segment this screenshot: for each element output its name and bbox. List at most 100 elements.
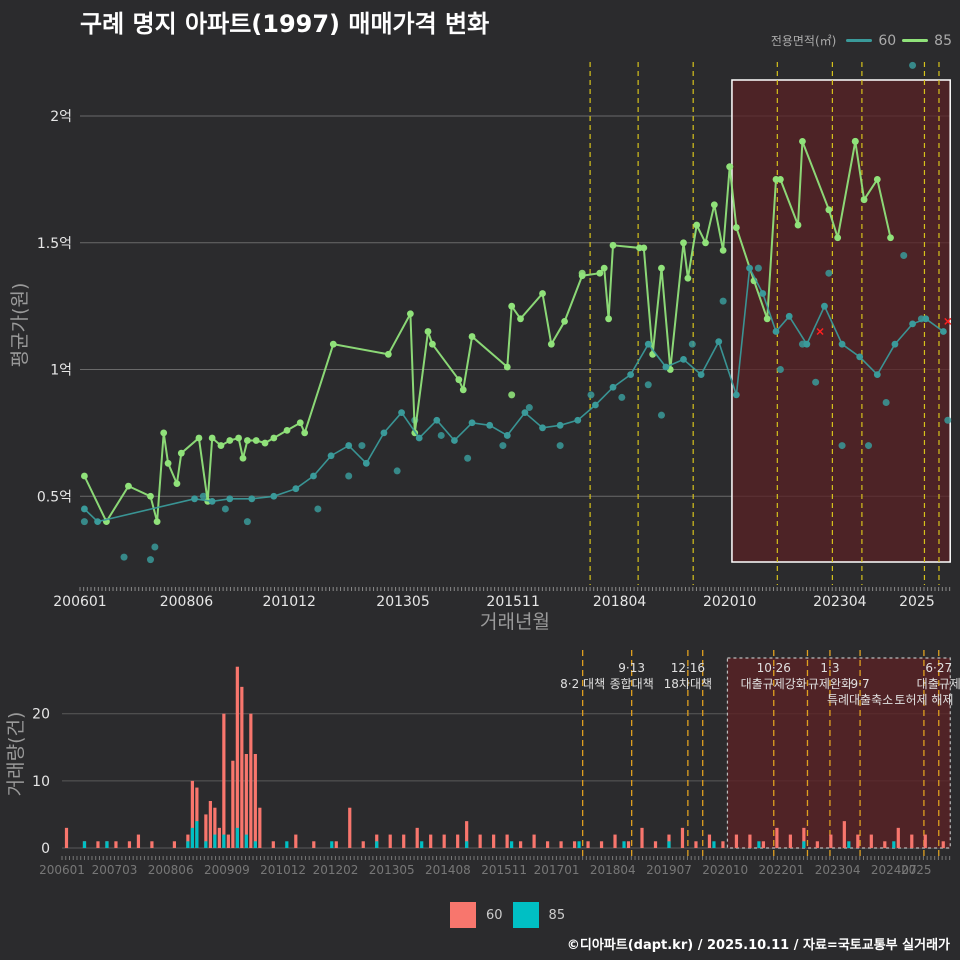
- bar-60: [240, 686, 244, 848]
- series-point-60: [680, 355, 687, 363]
- bar-x-tick-label: 201804: [590, 863, 636, 877]
- bar-85: [757, 841, 761, 848]
- policy-annotation: 종합대책: [610, 676, 654, 691]
- bar-legend-60-swatch: [450, 902, 476, 928]
- series-point-85: [834, 234, 842, 242]
- bar-x-tick-label: 202010: [702, 863, 748, 877]
- bar-legend-85-label: 85: [548, 907, 566, 923]
- bar-60: [775, 827, 779, 848]
- series-point-60: [909, 320, 916, 328]
- series-point-60: [208, 497, 216, 505]
- bar-85: [190, 827, 194, 848]
- series-point-85: [609, 241, 617, 249]
- series-point-60: [591, 401, 599, 409]
- bar-60: [136, 834, 141, 848]
- bar-85: [420, 841, 424, 848]
- bar-60: [222, 713, 226, 848]
- series-point-60: [609, 383, 617, 391]
- bar-60: [465, 821, 469, 848]
- policy-annotation: 1·3: [820, 661, 839, 675]
- bar-60: [226, 834, 230, 848]
- bar-legend-60-label: 60: [486, 907, 503, 923]
- bar-85: [213, 834, 217, 848]
- series-point-60: [327, 452, 335, 460]
- series-point-85: [640, 244, 648, 252]
- series-point-85: [424, 328, 432, 335]
- legend-title: 전용면적(㎡): [770, 34, 837, 48]
- scatter-point-60: [120, 553, 128, 561]
- scatter-point-60: [437, 431, 445, 439]
- series-point-60: [772, 328, 780, 335]
- scatter-point-60: [909, 61, 917, 69]
- policy-annotation: 토허제 해제: [894, 693, 953, 707]
- series-point-85: [693, 221, 701, 229]
- bar-85: [105, 841, 109, 848]
- bar-60: [96, 841, 100, 848]
- bar-85: [285, 841, 289, 848]
- bar-y-tick-label: 0: [41, 841, 50, 857]
- bar-85: [465, 841, 469, 848]
- outlier-marker: [816, 327, 824, 336]
- bar-60: [626, 841, 631, 848]
- bar-60: [896, 827, 900, 848]
- bar-85: [222, 834, 226, 848]
- bar-60: [586, 841, 590, 848]
- series-point-60: [433, 416, 441, 424]
- scatter-point-60: [556, 442, 564, 450]
- policy-annotation: 특례대출축소: [827, 693, 893, 707]
- bar-85: [712, 841, 716, 848]
- series-point-60: [248, 495, 256, 503]
- footer-credit: ©디아파트(dapt.kr) / 2025.10.11 / 자료=국토교통부 실…: [566, 938, 950, 953]
- scatter-point-85: [508, 391, 516, 399]
- series-point-60: [270, 492, 278, 500]
- series-point-60: [644, 340, 652, 348]
- bar-x-tick-label: 201907: [646, 863, 692, 877]
- series-point-60: [821, 302, 828, 310]
- bar-x-tick-label: 202304: [815, 863, 861, 877]
- scatter-point-60: [754, 264, 762, 272]
- bar-60: [208, 801, 212, 848]
- scatter-point-60: [499, 442, 507, 450]
- series-point-85: [459, 386, 467, 394]
- series-point-60: [380, 429, 388, 437]
- bar-60: [694, 841, 698, 848]
- bar-85: [253, 841, 257, 848]
- series-point-85: [710, 201, 718, 209]
- bar-y-tick-label: 20: [32, 707, 50, 723]
- series-point-85: [235, 434, 242, 442]
- series-point-85: [605, 315, 613, 323]
- series-point-85: [702, 239, 709, 247]
- bar-60: [883, 841, 887, 848]
- series-point-60: [838, 340, 846, 348]
- series-point-85: [153, 518, 161, 526]
- scatter-point-60: [825, 269, 833, 277]
- bar-60: [788, 834, 792, 848]
- bar-60: [505, 834, 509, 848]
- scatter-point-60: [151, 543, 159, 551]
- bar-60: [64, 827, 69, 848]
- bar-x-tick-label: 201202: [313, 863, 359, 877]
- bar-60: [613, 834, 617, 848]
- scatter-point-60: [358, 442, 366, 450]
- bar-x-tick-label: 201701: [534, 863, 580, 877]
- bar-60: [312, 841, 316, 848]
- series-point-85: [887, 234, 894, 242]
- bar-60: [572, 841, 577, 848]
- bar-60: [829, 834, 833, 848]
- bar-60: [761, 841, 766, 848]
- series-point-60: [662, 363, 670, 371]
- bar-60: [150, 841, 154, 848]
- bar-x-tick-label: 200909: [204, 863, 250, 877]
- bar-60: [734, 834, 739, 848]
- scatter-point-60: [314, 505, 322, 513]
- scatter-point-60: [719, 297, 727, 305]
- bar-x-tick-label: 201408: [425, 863, 471, 877]
- policy-annotation: 8·2 대책: [560, 676, 605, 691]
- series-point-85: [270, 434, 278, 442]
- series-point-85: [658, 264, 665, 272]
- bar-60: [253, 754, 257, 848]
- bar-60: [532, 834, 536, 848]
- bar-60: [478, 834, 482, 848]
- series-point-60: [715, 338, 723, 346]
- y-tick-label: 0.5억: [37, 489, 72, 505]
